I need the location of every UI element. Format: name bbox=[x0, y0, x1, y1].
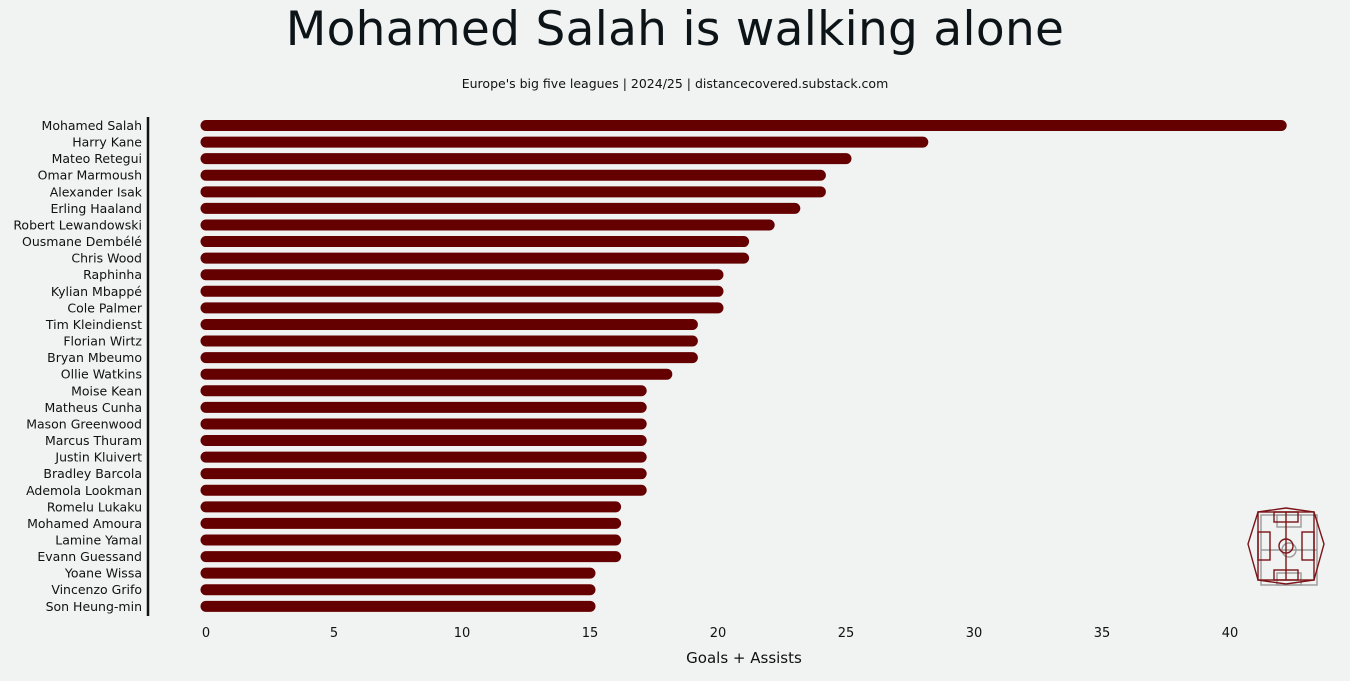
y-tick-label: Son Heung-min bbox=[46, 599, 142, 614]
y-tick-label: Ollie Watkins bbox=[61, 367, 142, 382]
y-tick-label: Matheus Cunha bbox=[44, 400, 142, 415]
y-tick-label: Moise Kean bbox=[71, 383, 142, 398]
x-axis-ticks: 0 5 10 15 20 25 30 35 40 bbox=[202, 626, 1238, 641]
y-tick-label: Marcus Thuram bbox=[45, 433, 142, 448]
y-tick-label: Erling Haaland bbox=[50, 201, 142, 216]
y-tick-label: Mohamed Salah bbox=[42, 118, 142, 133]
y-tick-label: Lamine Yamal bbox=[55, 533, 142, 548]
x-tick-label: 30 bbox=[966, 626, 983, 641]
y-tick-label: Omar Marmoush bbox=[38, 168, 142, 183]
chart-title: Mohamed Salah is walking alone bbox=[285, 2, 1065, 57]
y-tick-label: Bryan Mbeumo bbox=[47, 350, 142, 365]
y-tick-label: Mason Greenwood bbox=[26, 416, 142, 431]
y-tick-label: Ousmane Dembélé bbox=[22, 234, 142, 249]
x-tick-label: 25 bbox=[838, 626, 855, 641]
y-tick-label: Alexander Isak bbox=[50, 184, 143, 199]
y-tick-label: Ademola Lookman bbox=[26, 483, 142, 498]
x-tick-label: 40 bbox=[1222, 626, 1239, 641]
y-tick-label: Cole Palmer bbox=[67, 300, 142, 315]
y-tick-label: Chris Wood bbox=[71, 251, 142, 266]
y-tick-label: Robert Lewandowski bbox=[13, 217, 142, 232]
y-tick-label: Raphinha bbox=[83, 267, 142, 282]
bars bbox=[200, 120, 1287, 612]
y-tick-label: Mohamed Amoura bbox=[27, 516, 142, 531]
x-tick-label: 5 bbox=[330, 626, 338, 641]
y-tick-label: Vincenzo Grifo bbox=[51, 582, 142, 597]
x-tick-label: 10 bbox=[454, 626, 471, 641]
y-tick-label: Mateo Retegui bbox=[52, 151, 142, 166]
y-tick-label: Florian Wirtz bbox=[63, 334, 142, 349]
y-tick-label: Kylian Mbappé bbox=[51, 284, 142, 299]
y-tick-label: Bradley Barcola bbox=[43, 466, 142, 481]
y-tick-label: Evann Guessand bbox=[37, 549, 142, 564]
x-tick-label: 0 bbox=[202, 626, 210, 641]
x-tick-label: 35 bbox=[1094, 626, 1111, 641]
y-tick-label: Yoane Wissa bbox=[64, 566, 142, 581]
x-axis-title: Goals + Assists bbox=[686, 649, 802, 667]
y-tick-label: Harry Kane bbox=[72, 135, 142, 150]
y-tick-label: Justin Kluivert bbox=[54, 450, 142, 465]
y-tick-label: Tim Kleindienst bbox=[45, 317, 142, 332]
pitch-logo-icon bbox=[1247, 507, 1325, 586]
x-tick-label: 15 bbox=[582, 626, 599, 641]
chart-subtitle: Europe's big five leagues | 2024/25 | di… bbox=[461, 76, 889, 91]
y-tick-label: Romelu Lukaku bbox=[47, 499, 142, 514]
x-tick-label: 20 bbox=[710, 626, 727, 641]
